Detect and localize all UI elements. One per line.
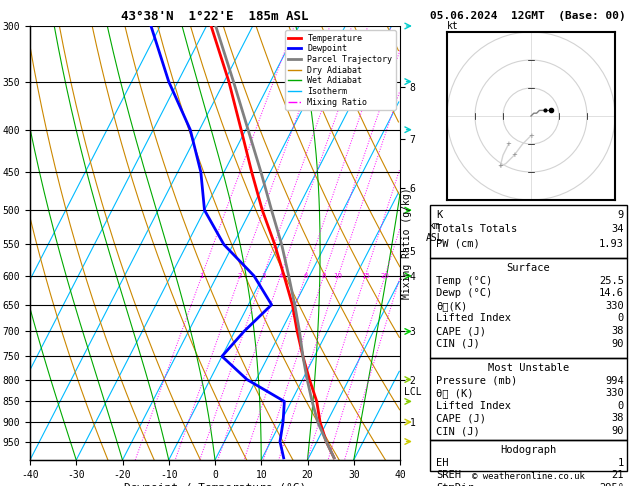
Text: 295°: 295° xyxy=(599,483,624,486)
Legend: Temperature, Dewpoint, Parcel Trajectory, Dry Adiabat, Wet Adiabat, Isotherm, Mi: Temperature, Dewpoint, Parcel Trajectory… xyxy=(285,30,396,110)
Title: 43°38'N  1°22'E  185m ASL: 43°38'N 1°22'E 185m ASL xyxy=(121,10,309,23)
Text: Mixing Ratio (g/kg): Mixing Ratio (g/kg) xyxy=(403,187,413,299)
Text: 20: 20 xyxy=(381,273,389,279)
Text: 21: 21 xyxy=(611,470,624,480)
Text: θᴄ(K): θᴄ(K) xyxy=(437,301,467,311)
Text: 2: 2 xyxy=(238,273,242,279)
Text: © weatheronline.co.uk: © weatheronline.co.uk xyxy=(472,472,585,481)
Text: 15: 15 xyxy=(361,273,370,279)
Text: Hodograph: Hodograph xyxy=(501,445,557,455)
Text: 8: 8 xyxy=(321,273,326,279)
Text: 90: 90 xyxy=(611,339,624,349)
Text: CIN (J): CIN (J) xyxy=(437,426,480,436)
Text: 14.6: 14.6 xyxy=(599,288,624,298)
Text: 25.5: 25.5 xyxy=(599,276,624,285)
Text: 6: 6 xyxy=(303,273,308,279)
Text: Temp (°C): Temp (°C) xyxy=(437,276,493,285)
Text: Lifted Index: Lifted Index xyxy=(437,401,511,411)
Text: 9: 9 xyxy=(618,210,624,220)
Text: 3: 3 xyxy=(261,273,265,279)
Text: 1: 1 xyxy=(199,273,204,279)
Text: 90: 90 xyxy=(611,426,624,436)
Text: 38: 38 xyxy=(611,414,624,423)
Text: 330: 330 xyxy=(605,388,624,398)
Text: 05.06.2024  12GMT  (Base: 00): 05.06.2024 12GMT (Base: 00) xyxy=(430,11,626,21)
Text: SREH: SREH xyxy=(437,470,461,480)
Y-axis label: km
ASL: km ASL xyxy=(426,222,444,243)
X-axis label: Dewpoint / Temperature (°C): Dewpoint / Temperature (°C) xyxy=(124,483,306,486)
Text: Surface: Surface xyxy=(506,263,550,273)
Text: Most Unstable: Most Unstable xyxy=(488,363,569,373)
Text: +: + xyxy=(511,152,517,158)
Text: 10: 10 xyxy=(334,273,343,279)
Text: kt: kt xyxy=(447,21,459,31)
Text: CIN (J): CIN (J) xyxy=(437,339,480,349)
Text: 34: 34 xyxy=(611,225,624,234)
Text: PW (cm): PW (cm) xyxy=(437,239,480,249)
Text: K: K xyxy=(437,210,443,220)
Text: +: + xyxy=(506,141,511,147)
Text: 0: 0 xyxy=(618,401,624,411)
Text: 38: 38 xyxy=(611,326,624,336)
Text: CAPE (J): CAPE (J) xyxy=(437,326,486,336)
Text: 1.93: 1.93 xyxy=(599,239,624,249)
Text: 1: 1 xyxy=(618,457,624,468)
Text: +: + xyxy=(498,163,503,170)
Text: StmDir: StmDir xyxy=(437,483,474,486)
Text: LCL: LCL xyxy=(404,387,421,397)
Text: 330: 330 xyxy=(605,301,624,311)
Text: 4: 4 xyxy=(278,273,282,279)
Text: +: + xyxy=(528,133,534,139)
Text: θᴄ (K): θᴄ (K) xyxy=(437,388,474,398)
Text: Dewp (°C): Dewp (°C) xyxy=(437,288,493,298)
Text: EH: EH xyxy=(437,457,448,468)
Text: Totals Totals: Totals Totals xyxy=(437,225,518,234)
Text: 994: 994 xyxy=(605,376,624,385)
Text: 0: 0 xyxy=(618,313,624,324)
Text: Pressure (mb): Pressure (mb) xyxy=(437,376,518,385)
Text: CAPE (J): CAPE (J) xyxy=(437,414,486,423)
Text: Lifted Index: Lifted Index xyxy=(437,313,511,324)
